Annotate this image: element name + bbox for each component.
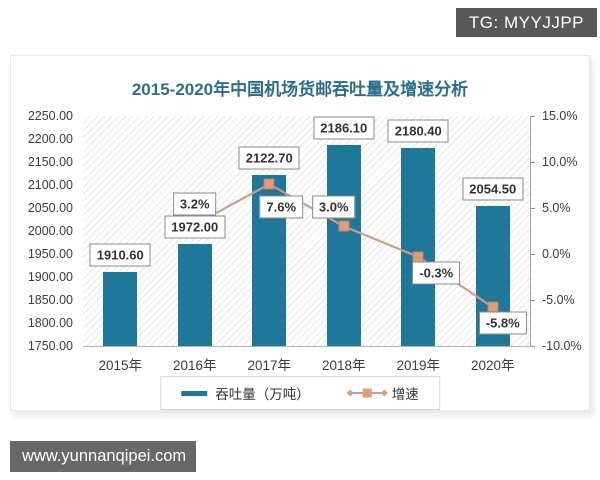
x-axis-label-2016年: 2016年: [172, 358, 217, 373]
left-axis-tick: 2250.00: [27, 109, 73, 123]
legend-label-growth: 增速: [391, 387, 419, 402]
left-axis-tick: 2050.00: [27, 201, 73, 215]
bar-value-label: 2054.50: [462, 177, 524, 201]
bar-2016年: [177, 243, 212, 346]
left-axis-tick: 2200.00: [27, 132, 73, 146]
legend-item-growth: 增速: [346, 383, 419, 403]
bar-2018年: [326, 145, 361, 346]
bar-2015年: [103, 272, 138, 346]
right-axis-tick: 0.0%: [542, 247, 571, 261]
left-axis-tick: 1800.00: [27, 316, 73, 330]
bar-value-label: 1972.00: [164, 215, 226, 239]
right-axis-tick: 5.0%: [542, 201, 571, 215]
right-axis-tick-mark: [530, 346, 535, 347]
telegram-badge: TG: MYYJJPP: [455, 8, 597, 37]
chart-card: 2015-2020年中国机场货邮吞吐量及增速分析 2250.00 2200.00 2…: [10, 55, 590, 411]
right-axis-tick-mark: [530, 300, 535, 301]
line-marker: [338, 220, 350, 232]
left-axis-tick: 1850.00: [27, 293, 73, 307]
left-axis-tick: 2100.00: [27, 178, 73, 192]
chart-title: 2015-2020年中国机场货邮吞吐量及增速分析: [131, 80, 469, 99]
x-axis-label-2018年: 2018年: [321, 358, 366, 373]
bar-2019年: [401, 148, 436, 346]
bar-value-label: 2122.70: [238, 146, 300, 170]
legend-label-throughput: 吞吐量（万吨）: [215, 387, 310, 402]
line-series-swatch-icon: [346, 388, 388, 398]
bar-series-swatch-icon: [181, 390, 208, 396]
growth-value-label: -5.8%: [478, 311, 527, 335]
growth-value-label: 3.0%: [311, 195, 356, 219]
bar-value-label: 1910.60: [89, 243, 151, 267]
left-axis-tick: 2000.00: [27, 224, 73, 238]
growth-value-label: 7.6%: [259, 195, 304, 219]
right-axis-tick: -5.0%: [542, 293, 575, 307]
bar-value-label: 2186.10: [313, 116, 375, 140]
right-axis-tick: 15.0%: [542, 109, 578, 123]
right-axis-tick: -10.0%: [542, 339, 582, 353]
bar-value-label: 2180.40: [387, 119, 449, 143]
left-axis-tick: 1750.00: [27, 339, 73, 353]
growth-value-label: 3.2%: [172, 192, 217, 216]
line-marker: [263, 178, 275, 190]
watermark: www.yunnanqipei.com: [10, 441, 196, 472]
left-axis-tick: 1900.00: [27, 270, 73, 284]
x-axis-label-2020年: 2020年: [470, 358, 515, 373]
left-axis-tick: 1950.00: [27, 247, 73, 261]
x-axis-label-2017年: 2017年: [247, 358, 292, 373]
right-axis-tick-mark: [530, 162, 535, 163]
legend: 吞吐量（万吨） 增速: [160, 376, 440, 410]
legend-item-throughput: 吞吐量（万吨）: [181, 383, 310, 403]
plot-area: [83, 116, 531, 347]
right-axis-tick: 10.0%: [542, 155, 578, 169]
right-axis-tick-mark: [530, 208, 535, 209]
left-axis-tick: 2150.00: [27, 155, 73, 169]
growth-value-label: -0.3%: [412, 261, 461, 285]
right-axis-tick-mark: [530, 254, 535, 255]
right-axis-tick-mark: [530, 116, 535, 117]
growth-line: [194, 182, 494, 309]
x-axis-label-2019年: 2019年: [396, 358, 441, 373]
x-axis-label-2015年: 2015年: [98, 358, 143, 373]
